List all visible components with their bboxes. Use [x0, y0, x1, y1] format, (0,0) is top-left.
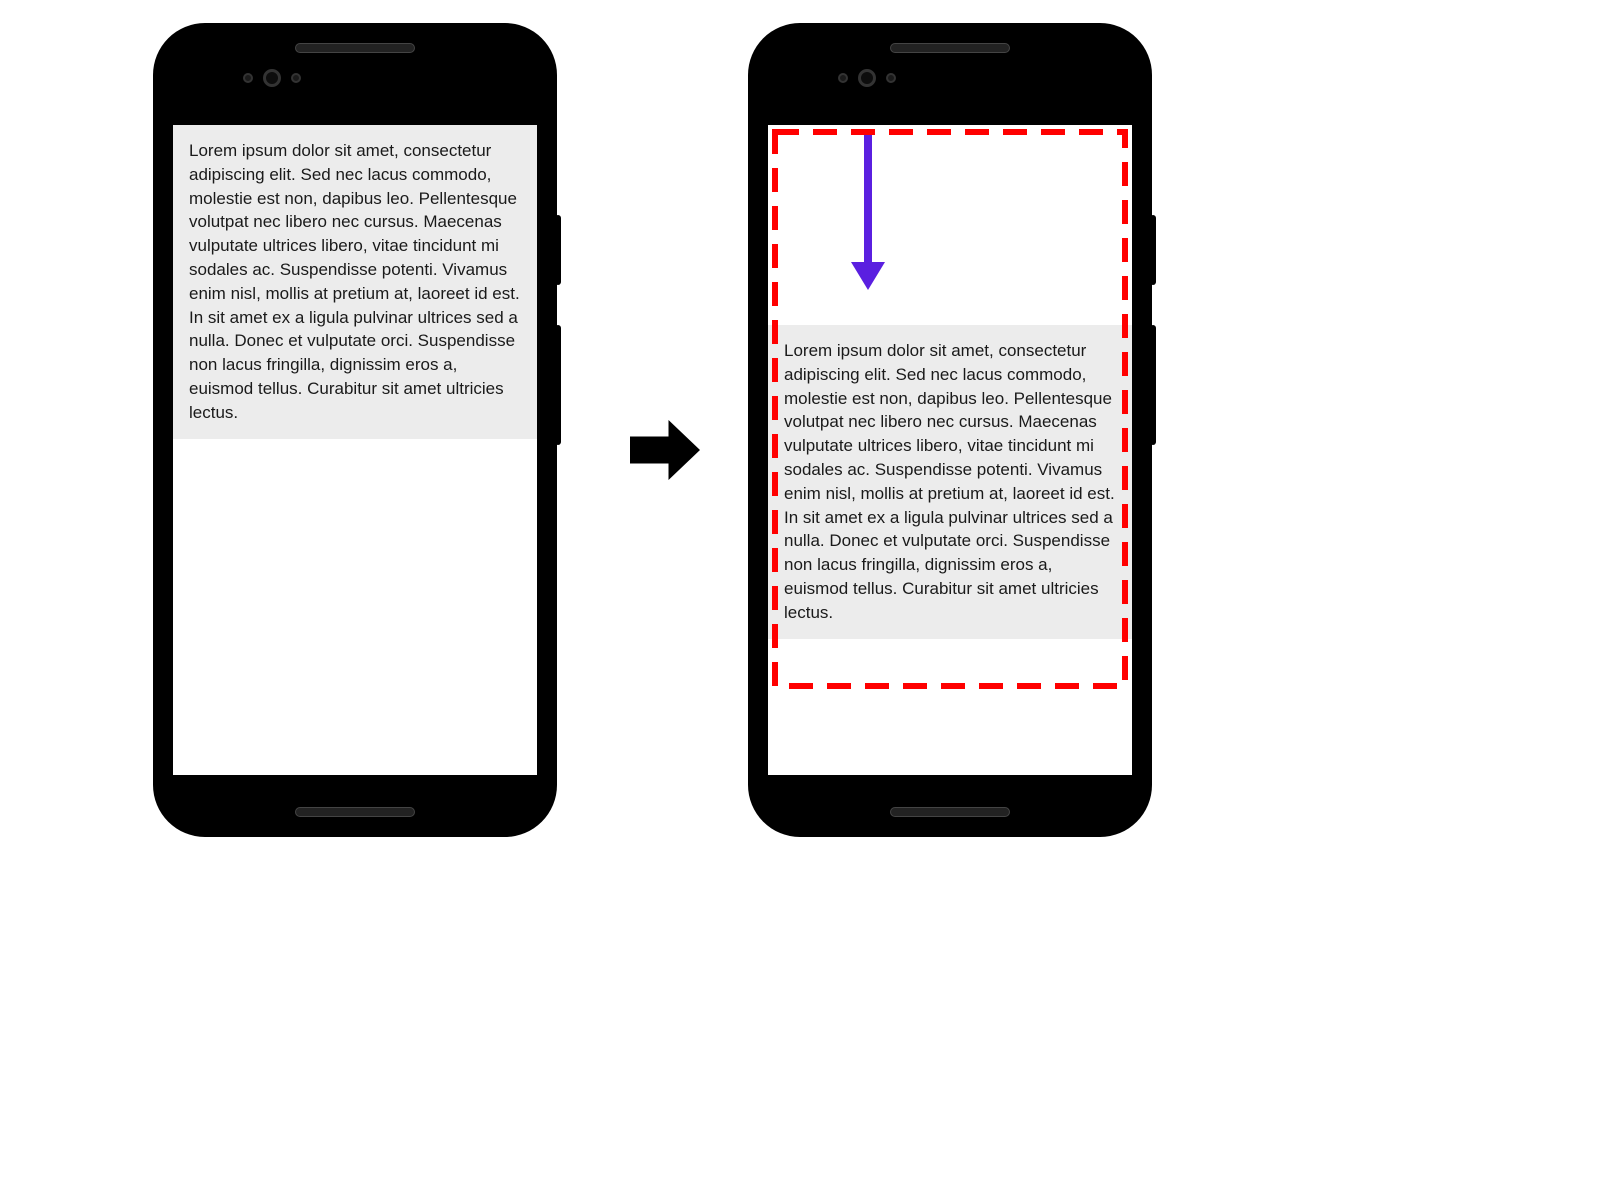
status-bar [768, 95, 1132, 125]
text-block-right: Lorem ipsum dolor sit amet, consectetur … [768, 325, 1132, 639]
power-button [1150, 215, 1156, 285]
camera-dot [263, 69, 281, 87]
speaker-top [295, 43, 415, 53]
scroll-down-arrow-icon [768, 95, 928, 315]
phone-screen-left: Lorem ipsum dolor sit amet, consectetur … [173, 95, 537, 775]
camera-dot [858, 69, 876, 87]
phone-screen-right: Lorem ipsum dolor sit amet, consectetur … [768, 95, 1132, 775]
sensor-dot [838, 73, 848, 83]
sensor-dot [886, 73, 896, 83]
speaker-bottom [295, 807, 415, 817]
phone-right: Lorem ipsum dolor sit amet, consectetur … [750, 25, 1150, 835]
transition-arrow-icon [630, 420, 700, 480]
sensor-dot [291, 73, 301, 83]
text-block-left: Lorem ipsum dolor sit amet, consectetur … [173, 125, 537, 439]
status-bar [173, 95, 537, 125]
volume-button [555, 325, 561, 445]
volume-button [1150, 325, 1156, 445]
speaker-top [890, 43, 1010, 53]
speaker-bottom [890, 807, 1010, 817]
diagram-canvas: Lorem ipsum dolor sit amet, consectetur … [0, 0, 1600, 1200]
power-button [555, 215, 561, 285]
sensor-dot [243, 73, 253, 83]
phone-left: Lorem ipsum dolor sit amet, consectetur … [155, 25, 555, 835]
